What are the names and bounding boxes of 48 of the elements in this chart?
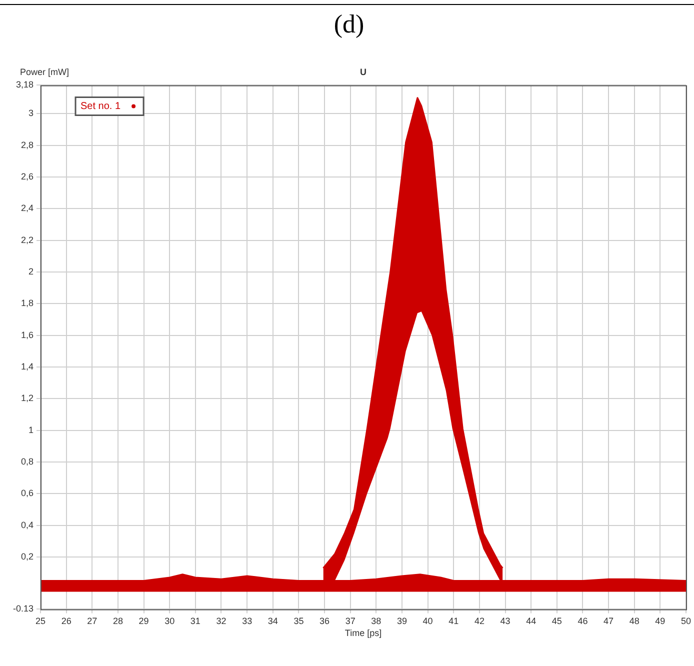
x-tick-label: 44 — [526, 616, 536, 626]
x-tick-label: 27 — [87, 616, 98, 626]
y-tick-label: 0,4 — [21, 520, 34, 530]
x-tick-label: 48 — [629, 616, 640, 626]
x-tick-label: 35 — [294, 616, 304, 626]
x-tick-label: 45 — [552, 616, 562, 626]
y-tick-label: 3 — [28, 108, 34, 118]
x-tick-label: 34 — [268, 616, 278, 626]
x-tick-label: 42 — [474, 616, 484, 626]
x-tick-label: 28 — [112, 616, 123, 626]
y-tick-label: 0,2 — [21, 551, 34, 562]
chart-subtitle: U — [360, 67, 367, 78]
y-tick-label: -0.13 — [13, 604, 34, 614]
x-tick-label: 46 — [578, 616, 588, 626]
legend-label: Set no. 1 — [80, 100, 121, 112]
x-tick-label: 37 — [345, 616, 356, 626]
y-tick-label: 1,6 — [21, 330, 34, 340]
x-tick-label: 36 — [320, 616, 330, 626]
x-tick-label: 39 — [396, 616, 407, 626]
y-tick-label: 1,2 — [21, 393, 34, 404]
chart-title: (d) — [334, 9, 364, 38]
y-tick-label: 2,4 — [21, 203, 34, 214]
y-tick-label: 2,8 — [21, 140, 34, 150]
x-tick-label: 47 — [604, 616, 614, 626]
y-tick-label: 1,4 — [21, 361, 34, 372]
x-tick-label: 31 — [190, 616, 200, 626]
x-tick-label: 49 — [655, 616, 666, 626]
x-axis-title: Time [ps] — [344, 628, 382, 638]
x-tick-label: 32 — [216, 616, 226, 626]
x-tick-label: 38 — [371, 616, 382, 626]
y-tick-label: 0,8 — [21, 456, 34, 466]
x-tick-label: 40 — [422, 616, 433, 626]
y-tick-label: 3,18 — [16, 80, 34, 90]
y-tick-label: 2,2 — [21, 234, 34, 245]
x-tick-label: 30 — [164, 616, 175, 626]
y-tick-label: 0,6 — [21, 488, 34, 498]
x-tick-label: 50 — [680, 616, 691, 626]
y-tick-label: 2 — [28, 266, 34, 276]
x-tick-label: 29 — [138, 616, 149, 626]
y-axis-title: Power [mW] — [20, 67, 70, 78]
y-tick-label: 1,8 — [21, 298, 34, 308]
y-tick-label: 2,6 — [21, 172, 34, 182]
x-tick-label: 33 — [242, 616, 252, 626]
x-tick-label: 43 — [500, 616, 510, 626]
y-tick-label: 1 — [28, 424, 34, 435]
x-tick-label: 26 — [61, 616, 72, 626]
x-tick-label: 25 — [36, 616, 46, 626]
x-tick-label: 41 — [448, 616, 459, 626]
